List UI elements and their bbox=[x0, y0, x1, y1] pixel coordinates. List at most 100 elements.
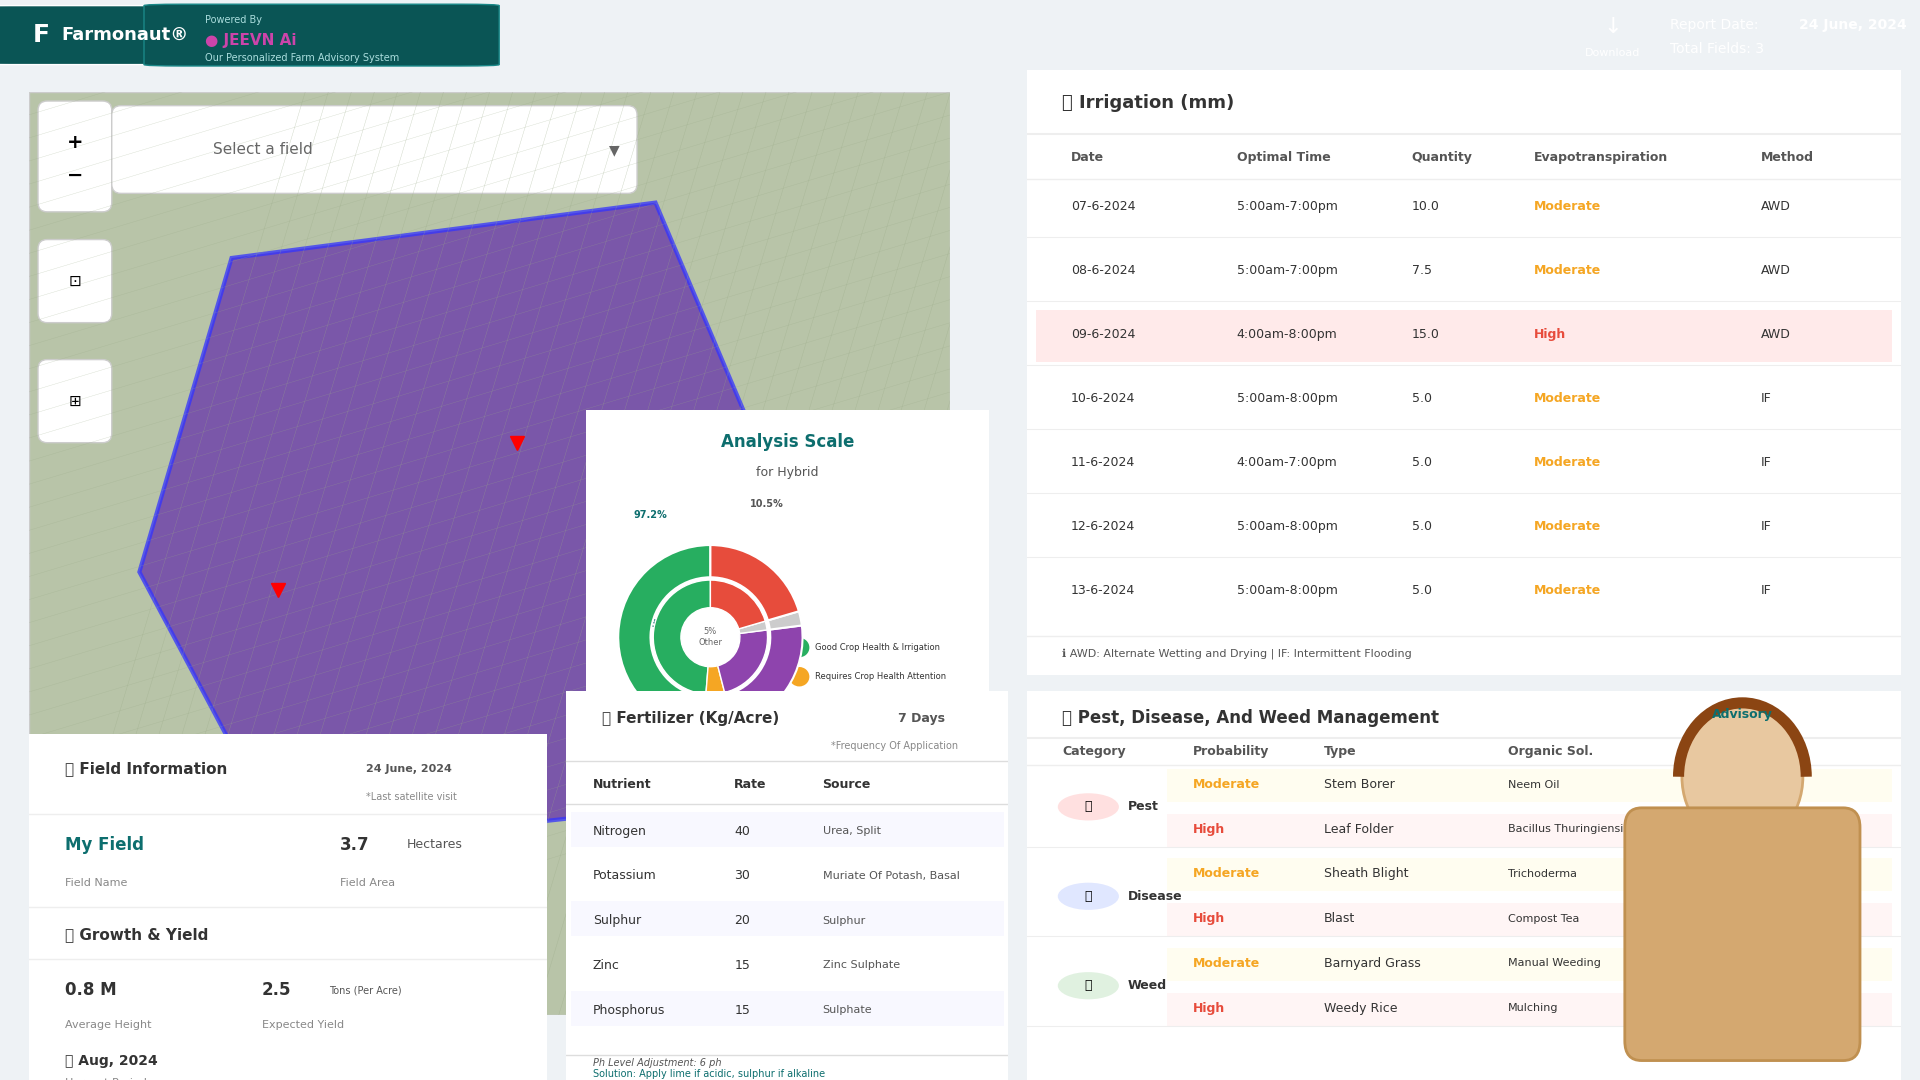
FancyBboxPatch shape bbox=[570, 901, 1004, 936]
FancyBboxPatch shape bbox=[111, 106, 637, 193]
Text: 45.9%: 45.9% bbox=[737, 569, 772, 579]
Text: for Hybrid: for Hybrid bbox=[756, 467, 818, 480]
Text: Potassium: Potassium bbox=[593, 869, 657, 882]
Text: Field Name: Field Name bbox=[65, 878, 127, 888]
Text: 5:00am-7:00pm: 5:00am-7:00pm bbox=[1236, 264, 1338, 276]
Text: 5.0: 5.0 bbox=[1411, 392, 1432, 405]
Text: 5:00am-8:00pm: 5:00am-8:00pm bbox=[1236, 392, 1338, 405]
Wedge shape bbox=[653, 580, 710, 694]
Text: 🧪 Fertilizer (Kg/Acre): 🧪 Fertilizer (Kg/Acre) bbox=[601, 711, 780, 726]
Text: Type: Type bbox=[1325, 745, 1357, 758]
FancyBboxPatch shape bbox=[0, 5, 192, 65]
Text: AWD: AWD bbox=[1761, 328, 1791, 341]
Text: AWD: AWD bbox=[1761, 200, 1791, 213]
Text: Moderate: Moderate bbox=[1192, 867, 1260, 880]
Circle shape bbox=[789, 755, 810, 774]
Text: Moderate: Moderate bbox=[1192, 778, 1260, 791]
Text: 300 ft: 300 ft bbox=[108, 999, 134, 1009]
FancyBboxPatch shape bbox=[38, 360, 111, 443]
Text: 5%
Other: 5% Other bbox=[699, 627, 722, 647]
Text: 4:00am-8:00pm: 4:00am-8:00pm bbox=[1236, 328, 1338, 341]
Text: 7 Days: 7 Days bbox=[899, 712, 945, 725]
Text: 11-6-2024: 11-6-2024 bbox=[1071, 456, 1135, 469]
Text: 👤 Field Information: 👤 Field Information bbox=[65, 761, 227, 777]
Text: −: − bbox=[67, 165, 83, 185]
FancyBboxPatch shape bbox=[570, 946, 1004, 981]
Wedge shape bbox=[768, 611, 803, 630]
Text: Critical Crop Health & Irrigation: Critical Crop Health & Irrigation bbox=[816, 730, 948, 740]
FancyBboxPatch shape bbox=[1167, 993, 1891, 1026]
Text: Barnyard Grass: Barnyard Grass bbox=[1325, 957, 1421, 970]
Text: Bacillus Thuringiensis: Bacillus Thuringiensis bbox=[1507, 824, 1628, 834]
Text: Select a field: Select a field bbox=[213, 143, 313, 158]
Text: Nutrient: Nutrient bbox=[593, 778, 651, 791]
Text: ↓: ↓ bbox=[1603, 16, 1622, 37]
Text: 4:00am-7:00pm: 4:00am-7:00pm bbox=[1236, 456, 1338, 469]
Text: 24 June, 2024: 24 June, 2024 bbox=[1799, 17, 1907, 31]
FancyBboxPatch shape bbox=[1624, 808, 1860, 1061]
Circle shape bbox=[789, 667, 810, 687]
Text: 15: 15 bbox=[733, 959, 751, 972]
Text: Nitrogen: Nitrogen bbox=[593, 825, 647, 838]
Text: 5:00am-7:00pm: 5:00am-7:00pm bbox=[1236, 200, 1338, 213]
Text: Report Date:: Report Date: bbox=[1670, 17, 1763, 31]
Text: Evapotranspiration: Evapotranspiration bbox=[1534, 151, 1668, 164]
Text: Weed: Weed bbox=[1127, 980, 1167, 993]
Text: H...: H... bbox=[1699, 869, 1718, 879]
Text: 40.8%: 40.8% bbox=[634, 619, 666, 630]
Text: 15.0: 15.0 bbox=[1411, 328, 1440, 341]
Text: Manual Weeding: Manual Weeding bbox=[1507, 958, 1601, 969]
FancyBboxPatch shape bbox=[38, 240, 111, 323]
Text: Zinc: Zinc bbox=[593, 959, 620, 972]
Circle shape bbox=[789, 638, 810, 658]
Text: Moderate: Moderate bbox=[1534, 264, 1601, 276]
Text: Sulphate: Sulphate bbox=[822, 1005, 872, 1015]
Circle shape bbox=[1682, 706, 1803, 847]
Text: My Field: My Field bbox=[65, 836, 144, 854]
Text: Weedy Rice: Weedy Rice bbox=[1325, 1001, 1398, 1014]
Text: 5:00am-8:00pm: 5:00am-8:00pm bbox=[1236, 584, 1338, 597]
Text: Category: Category bbox=[1062, 745, 1125, 758]
Text: Blast: Blast bbox=[1325, 913, 1356, 926]
FancyBboxPatch shape bbox=[1167, 903, 1891, 936]
Wedge shape bbox=[707, 665, 724, 694]
Text: 10-6-2024: 10-6-2024 bbox=[1071, 392, 1135, 405]
Text: *Last satellite visit: *Last satellite visit bbox=[367, 792, 457, 801]
Text: 08-6-2024: 08-6-2024 bbox=[1071, 264, 1135, 276]
Text: Harvest Period: Harvest Period bbox=[65, 1079, 148, 1080]
Text: Leaf Folder: Leaf Folder bbox=[1325, 823, 1394, 836]
Text: 15: 15 bbox=[733, 1003, 751, 1016]
Text: Field Area: Field Area bbox=[340, 878, 396, 888]
FancyBboxPatch shape bbox=[29, 92, 950, 1015]
Text: Phosphorus: Phosphorus bbox=[593, 1003, 664, 1016]
Text: IF: IF bbox=[1761, 392, 1772, 405]
Text: Moderate: Moderate bbox=[1534, 392, 1601, 405]
FancyBboxPatch shape bbox=[38, 102, 111, 212]
FancyBboxPatch shape bbox=[1167, 859, 1891, 891]
Text: Mulching: Mulching bbox=[1507, 1003, 1559, 1013]
FancyBboxPatch shape bbox=[563, 687, 1012, 1080]
Text: 09-6-2024: 09-6-2024 bbox=[1071, 328, 1135, 341]
Text: Requires Crop Health Attention: Requires Crop Health Attention bbox=[816, 672, 947, 681]
Text: Probability: Probability bbox=[1192, 745, 1269, 758]
Text: *Frequency Of Application: *Frequency Of Application bbox=[831, 741, 958, 751]
Text: IF: IF bbox=[1761, 521, 1772, 534]
Text: Solution: Apply lime if acidic, sulphur if alkaline: Solution: Apply lime if acidic, sulphur … bbox=[593, 1069, 826, 1079]
Text: Moderate: Moderate bbox=[1534, 200, 1601, 213]
Text: Moderate: Moderate bbox=[1534, 584, 1601, 597]
Text: Advisory: Advisory bbox=[1713, 708, 1772, 721]
Text: Source: Source bbox=[822, 778, 872, 791]
Text: Ph Level Adjustment: 6 ph: Ph Level Adjustment: 6 ph bbox=[593, 1057, 722, 1067]
Text: Chemical Sol.: Chemical Sol. bbox=[1699, 745, 1795, 758]
Text: 💧 Irrigation (mm): 💧 Irrigation (mm) bbox=[1062, 94, 1235, 112]
Text: 7.5: 7.5 bbox=[1411, 264, 1432, 276]
Text: Hectares: Hectares bbox=[407, 838, 463, 851]
Text: Analysis Scale: Analysis Scale bbox=[720, 432, 854, 450]
Text: ⊞: ⊞ bbox=[69, 393, 81, 408]
Circle shape bbox=[1058, 972, 1119, 999]
Text: Average Height: Average Height bbox=[65, 1020, 152, 1029]
Text: +: + bbox=[67, 133, 83, 152]
FancyBboxPatch shape bbox=[570, 856, 1004, 891]
Text: ℹ AWD: Alternate Wetting and Drying | IF: Intermittent Flooding: ℹ AWD: Alternate Wetting and Drying | IF… bbox=[1062, 648, 1411, 659]
Text: Stem Borer: Stem Borer bbox=[1325, 778, 1396, 791]
